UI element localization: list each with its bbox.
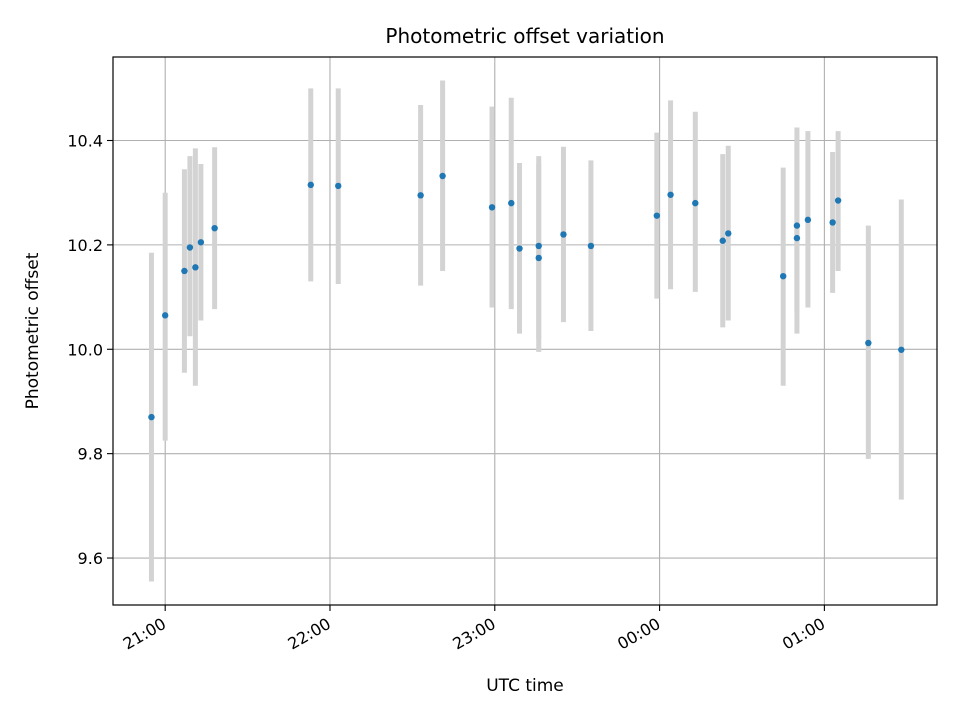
data-point [211, 224, 218, 232]
data-point [535, 254, 542, 262]
plot-frame [112, 56, 938, 606]
data-point [793, 234, 801, 242]
data-point [186, 244, 194, 251]
data-point [829, 219, 836, 226]
data-point [439, 172, 446, 180]
x-axis-label: UTC time [486, 676, 564, 696]
data-point [181, 267, 188, 275]
data-point [335, 182, 342, 190]
y-axis-label: Photometric offset [23, 252, 43, 409]
data-point [667, 191, 674, 198]
chart-title: Photometric offset variation [385, 24, 664, 48]
data-point [197, 239, 205, 246]
y-tick-label: 10.2 [67, 236, 103, 255]
y-axis: 9.6 9.8 10.0 10.2 10.4 [67, 132, 113, 568]
data-point [161, 312, 169, 319]
data-point [516, 245, 523, 252]
data-point [779, 273, 787, 280]
data-point [865, 339, 872, 347]
data-point [725, 230, 732, 237]
y-tick-label: 10.0 [67, 340, 103, 359]
data-points [148, 172, 905, 421]
data-point [692, 199, 699, 207]
data-point [417, 192, 424, 199]
y-tick-label: 10.4 [67, 132, 103, 151]
data-point [307, 181, 314, 189]
data-point [834, 197, 842, 204]
y-tick-label: 9.8 [78, 445, 103, 464]
y-tick-label: 9.6 [78, 549, 103, 568]
data-point [148, 413, 155, 421]
data-point [508, 199, 515, 207]
data-point [192, 264, 199, 271]
data-point [587, 242, 595, 250]
data-point [898, 346, 905, 353]
data-point [535, 242, 542, 250]
data-point [560, 231, 567, 238]
data-point [719, 237, 726, 244]
data-point [653, 212, 661, 219]
data-point [804, 216, 812, 224]
data-point [793, 222, 801, 229]
data-point [488, 204, 496, 211]
grid [113, 57, 937, 605]
